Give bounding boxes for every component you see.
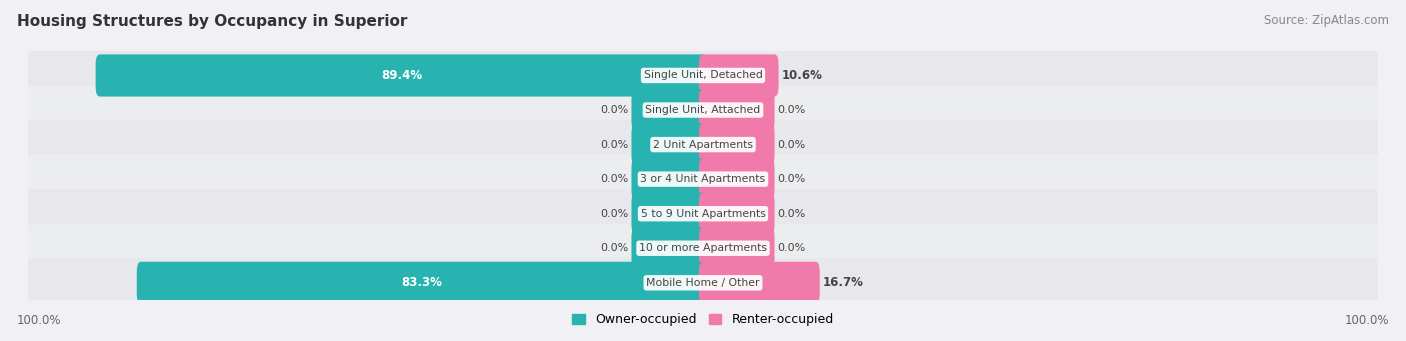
FancyBboxPatch shape bbox=[27, 224, 1379, 273]
Text: 3 or 4 Unit Apartments: 3 or 4 Unit Apartments bbox=[641, 174, 765, 184]
FancyBboxPatch shape bbox=[699, 193, 775, 235]
Text: 0.0%: 0.0% bbox=[600, 174, 628, 184]
Text: 0.0%: 0.0% bbox=[778, 209, 806, 219]
Text: 0.0%: 0.0% bbox=[778, 174, 806, 184]
Text: 89.4%: 89.4% bbox=[381, 69, 422, 82]
FancyBboxPatch shape bbox=[699, 55, 779, 97]
FancyBboxPatch shape bbox=[699, 89, 775, 131]
Text: 16.7%: 16.7% bbox=[823, 276, 863, 289]
FancyBboxPatch shape bbox=[96, 55, 707, 97]
Text: 5 to 9 Unit Apartments: 5 to 9 Unit Apartments bbox=[641, 209, 765, 219]
Text: 0.0%: 0.0% bbox=[778, 139, 806, 150]
FancyBboxPatch shape bbox=[631, 89, 707, 131]
FancyBboxPatch shape bbox=[27, 154, 1379, 204]
FancyBboxPatch shape bbox=[27, 189, 1379, 238]
FancyBboxPatch shape bbox=[27, 258, 1379, 307]
Text: 10 or more Apartments: 10 or more Apartments bbox=[638, 243, 768, 253]
Text: 100.0%: 100.0% bbox=[1344, 314, 1389, 327]
FancyBboxPatch shape bbox=[631, 158, 707, 200]
FancyBboxPatch shape bbox=[699, 227, 775, 269]
Text: 10.6%: 10.6% bbox=[782, 69, 823, 82]
FancyBboxPatch shape bbox=[136, 262, 707, 304]
Text: Single Unit, Detached: Single Unit, Detached bbox=[644, 71, 762, 80]
FancyBboxPatch shape bbox=[27, 86, 1379, 135]
Text: 83.3%: 83.3% bbox=[402, 276, 443, 289]
Legend: Owner-occupied, Renter-occupied: Owner-occupied, Renter-occupied bbox=[568, 308, 838, 331]
Text: Source: ZipAtlas.com: Source: ZipAtlas.com bbox=[1264, 14, 1389, 27]
FancyBboxPatch shape bbox=[631, 123, 707, 166]
Text: 0.0%: 0.0% bbox=[778, 243, 806, 253]
FancyBboxPatch shape bbox=[699, 123, 775, 166]
FancyBboxPatch shape bbox=[631, 193, 707, 235]
Text: 0.0%: 0.0% bbox=[778, 105, 806, 115]
Text: 0.0%: 0.0% bbox=[600, 243, 628, 253]
FancyBboxPatch shape bbox=[27, 51, 1379, 100]
FancyBboxPatch shape bbox=[27, 120, 1379, 169]
Text: Housing Structures by Occupancy in Superior: Housing Structures by Occupancy in Super… bbox=[17, 14, 408, 29]
Text: 0.0%: 0.0% bbox=[600, 209, 628, 219]
FancyBboxPatch shape bbox=[699, 158, 775, 200]
Text: Mobile Home / Other: Mobile Home / Other bbox=[647, 278, 759, 288]
Text: 0.0%: 0.0% bbox=[600, 139, 628, 150]
FancyBboxPatch shape bbox=[699, 262, 820, 304]
Text: Single Unit, Attached: Single Unit, Attached bbox=[645, 105, 761, 115]
Text: 0.0%: 0.0% bbox=[600, 105, 628, 115]
Text: 2 Unit Apartments: 2 Unit Apartments bbox=[652, 139, 754, 150]
FancyBboxPatch shape bbox=[631, 227, 707, 269]
Text: 100.0%: 100.0% bbox=[17, 314, 62, 327]
